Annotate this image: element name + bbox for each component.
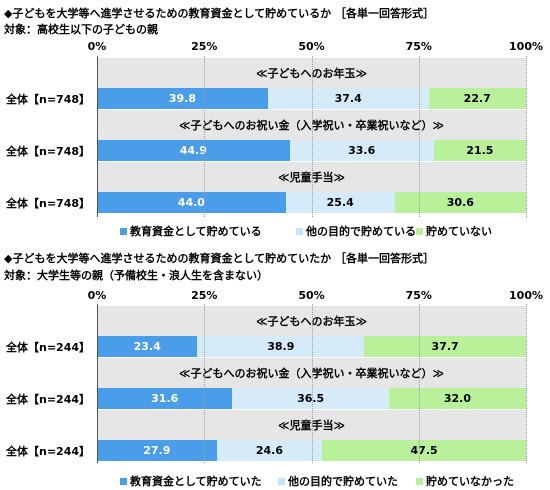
bar-segment: 37.4	[267, 88, 429, 109]
gridline	[418, 56, 420, 217]
x-tick-label: 100%	[509, 289, 543, 302]
bar-segment: 39.8	[97, 88, 268, 109]
gridline	[526, 304, 527, 463]
gridline	[418, 304, 420, 463]
chart-title: ◆子どもを大学等へ進学させるための教育資金として貯めているか ［各単一回答形式］	[4, 7, 434, 20]
data-label: 36.5	[297, 392, 325, 405]
data-label: 23.4	[133, 340, 161, 353]
bar-segment: 37.7	[364, 336, 526, 357]
data-label: 21.5	[466, 144, 494, 157]
legend-item: 教育資金として貯めていた	[120, 473, 262, 489]
bar-segment: 38.9	[197, 336, 365, 357]
legend-swatch	[120, 227, 127, 235]
legend-item: 貯めていなかった	[416, 473, 514, 489]
data-label: 22.7	[463, 92, 491, 105]
legend-item: 貯めていない	[416, 223, 492, 239]
data-label: 24.6	[255, 444, 284, 457]
bar-segment: 23.4	[97, 336, 198, 357]
bar-segment: 36.5	[232, 388, 389, 409]
gridline	[204, 304, 206, 463]
x-tick-label: 25%	[191, 289, 218, 302]
legend-label: 教育資金として貯めていた	[130, 475, 262, 488]
gridline	[526, 56, 527, 217]
legend-swatch	[296, 227, 303, 235]
bar-segment: 27.9	[97, 440, 217, 461]
row-label: 全体【n=244】	[6, 445, 91, 458]
data-label: 37.4	[334, 92, 362, 105]
legend-label: 教育資金として貯めている	[130, 225, 262, 238]
row-label: 全体【n=244】	[6, 341, 91, 354]
x-tick-label: 0%	[87, 40, 107, 53]
bar-segment: 44.0	[97, 192, 286, 213]
data-label: 39.8	[168, 92, 197, 105]
x-tick-label: 25%	[191, 40, 218, 53]
x-tick-label: 0%	[87, 289, 107, 302]
x-tick-label: 50%	[298, 289, 325, 302]
x-tick-label: 50%	[298, 40, 325, 53]
bar-segment: 25.4	[285, 192, 395, 213]
gridline	[311, 304, 313, 463]
data-label: 44.9	[179, 144, 207, 157]
legend-swatch	[416, 477, 423, 485]
y-axis-line	[97, 56, 98, 217]
legend-item: 教育資金として貯めている	[120, 223, 262, 239]
bar-segment: 32.0	[388, 388, 526, 409]
bar-segment: 22.7	[428, 88, 526, 109]
y-axis-line	[97, 304, 98, 463]
gridline	[204, 56, 206, 217]
data-label: 33.6	[348, 144, 376, 157]
bar-segment: 21.5	[433, 140, 526, 161]
x-tick-label: 100%	[509, 40, 543, 53]
legend-label: 貯めていない	[426, 225, 492, 238]
legend-label: 貯めていなかった	[426, 475, 514, 488]
bar-segment: 24.6	[216, 440, 323, 461]
legend-swatch	[416, 227, 423, 235]
chart-subtitle: 対象：大学生等の親（予備校生・浪人生を含まない）	[4, 269, 268, 282]
row-label: 全体【n=748】	[6, 93, 91, 106]
bar-segment: 44.9	[97, 140, 290, 161]
data-label: 47.5	[410, 444, 438, 457]
data-label: 30.6	[446, 196, 474, 209]
x-tick-label: 75%	[405, 40, 432, 53]
row-label: 全体【n=748】	[6, 197, 91, 210]
data-label: 38.9	[267, 340, 295, 353]
chart-title: ◆子どもを大学等へ進学させるための教育資金として貯めていたか ［各単一回答形式］	[4, 252, 434, 265]
legend-swatch	[120, 477, 127, 485]
legend-label: 他の目的で貯めていた	[288, 475, 398, 488]
bar-segment: 47.5	[322, 440, 526, 461]
gridline	[311, 56, 313, 217]
data-label: 27.9	[143, 444, 171, 457]
data-label: 32.0	[443, 392, 471, 405]
bar-segment: 33.6	[289, 140, 434, 161]
data-label: 31.6	[151, 392, 179, 405]
bar-segment: 30.6	[394, 192, 526, 213]
bar-segment: 31.6	[97, 388, 233, 409]
legend-item: 他の目的で貯めている	[296, 223, 416, 239]
data-label: 44.0	[177, 196, 205, 209]
data-label: 37.7	[431, 340, 459, 353]
legend-label: 他の目的で貯めている	[306, 225, 416, 238]
legend-item: 他の目的で貯めていた	[278, 473, 398, 489]
row-label: 全体【n=748】	[6, 145, 91, 158]
row-label: 全体【n=244】	[6, 393, 91, 406]
chart-subtitle: 対象：高校生以下の子どもの親	[4, 23, 158, 36]
data-label: 25.4	[326, 196, 354, 209]
legend-swatch	[278, 477, 285, 485]
x-tick-label: 75%	[405, 289, 432, 302]
